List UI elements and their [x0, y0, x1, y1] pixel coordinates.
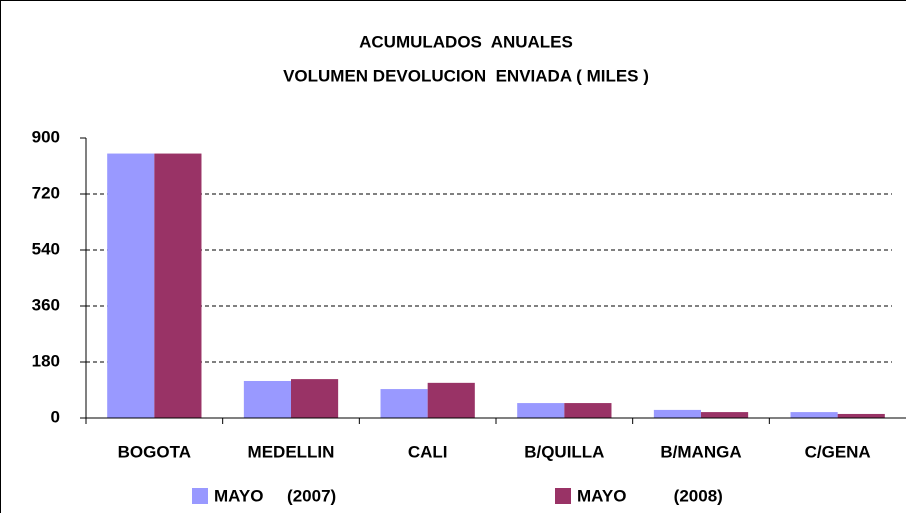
x-tick-label: C/GENA — [805, 442, 871, 461]
legend-swatch — [192, 488, 208, 504]
bar — [107, 153, 155, 419]
bar — [653, 409, 701, 418]
bar — [837, 413, 885, 418]
y-tick-label: 0 — [51, 407, 60, 426]
legend-swatch — [555, 488, 571, 504]
bar — [291, 379, 339, 418]
bar — [427, 382, 475, 418]
x-tick-label: B/MANGA — [660, 442, 741, 461]
y-tick-label: 540 — [32, 239, 60, 258]
bar — [517, 403, 565, 418]
bar — [243, 380, 291, 418]
bar — [790, 412, 838, 418]
x-tick-label: CALI — [408, 442, 448, 461]
y-tick-label: 180 — [32, 351, 60, 370]
bar — [564, 403, 612, 418]
y-tick-label: 720 — [32, 183, 60, 202]
bar — [701, 412, 749, 418]
x-tick-label: MEDELLIN — [248, 442, 335, 461]
y-tick-label: 900 — [32, 127, 60, 146]
chart-title: ACUMULADOS ANUALES — [359, 32, 573, 51]
x-tick-label: B/QUILLA — [524, 442, 604, 461]
legend-label: MAYO (2007) — [214, 486, 336, 505]
bar — [154, 153, 202, 419]
bar — [380, 389, 428, 418]
y-tick-label: 360 — [32, 295, 60, 314]
x-tick-label: BOGOTA — [118, 442, 191, 461]
chart-subtitle: VOLUMEN DEVOLUCION ENVIADA ( MILES ) — [283, 66, 649, 85]
legend-label: MAYO (2008) — [577, 486, 723, 505]
